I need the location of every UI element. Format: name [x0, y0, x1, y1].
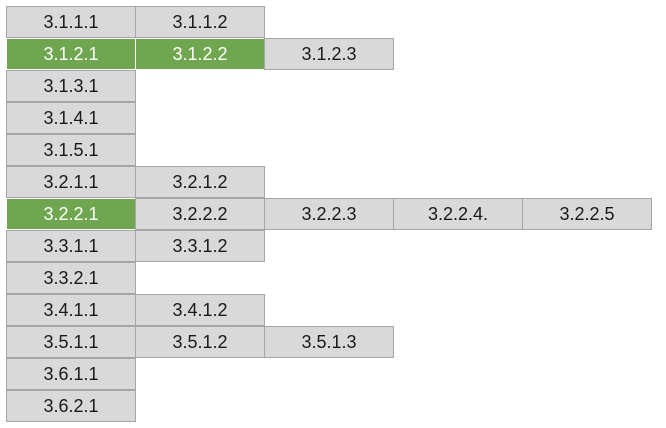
grid-row: 3.5.1.1 3.5.1.2 3.5.1.3	[6, 326, 651, 358]
grid-cell: 3.1.5.1	[6, 134, 136, 166]
grid-row: 3.3.1.1 3.3.1.2	[6, 230, 651, 262]
grid-cell: 3.2.2.4.	[393, 198, 523, 230]
grid-row: 3.6.1.1	[6, 358, 651, 390]
grid-cell: 3.3.1.1	[6, 230, 136, 262]
grid-cell: 3.5.1.1	[6, 326, 136, 358]
grid-cell: 3.2.1.1	[6, 166, 136, 198]
grid-cell: 3.2.2.5	[522, 198, 652, 230]
grid-cell: 3.1.2.3	[264, 38, 394, 70]
grid-cell: 3.1.1.2	[135, 6, 265, 38]
code-grid: 3.1.1.1 3.1.1.2 3.1.2.1 3.1.2.2 3.1.2.3 3.1.3…	[6, 6, 652, 422]
grid-cell: 3.6.1.1	[6, 358, 136, 390]
grid-row: 3.2.2.1 3.2.2.2 3.2.2.3 3.2.2.4. 3.2.2.5	[6, 198, 652, 230]
grid-cell-highlighted: 3.1.2.1	[6, 38, 136, 70]
grid-cell: 3.2.1.2	[135, 166, 265, 198]
grid-cell: 3.5.1.3	[264, 326, 394, 358]
grid-cell: 3.1.4.1	[6, 102, 136, 134]
grid-row: 3.6.2.1	[6, 390, 651, 422]
grid-row: 3.1.1.1 3.1.1.2	[6, 6, 651, 38]
grid-cell: 3.4.1.1	[6, 294, 136, 326]
grid-cell: 3.2.2.3	[264, 198, 394, 230]
grid-cell-highlighted: 3.2.2.1	[6, 198, 136, 230]
grid-row: 3.4.1.1 3.4.1.2	[6, 294, 651, 326]
grid-cell: 3.6.2.1	[6, 390, 136, 422]
grid-row: 3.3.2.1	[6, 262, 651, 294]
grid-cell: 3.3.1.2	[135, 230, 265, 262]
grid-cell: 3.4.1.2	[135, 294, 265, 326]
grid-row: 3.2.1.1 3.2.1.2	[6, 166, 651, 198]
grid-row: 3.1.2.1 3.1.2.2 3.1.2.3	[6, 38, 651, 70]
grid-cell: 3.1.3.1	[6, 70, 136, 102]
grid-row: 3.1.4.1	[6, 102, 651, 134]
grid-cell: 3.5.1.2	[135, 326, 265, 358]
grid-cell-highlighted: 3.1.2.2	[135, 38, 265, 70]
grid-cell: 3.1.1.1	[6, 6, 136, 38]
grid-row: 3.1.5.1	[6, 134, 651, 166]
grid-cell: 3.2.2.2	[135, 198, 265, 230]
grid-cell: 3.3.2.1	[6, 262, 136, 294]
grid-row: 3.1.3.1	[6, 70, 651, 102]
